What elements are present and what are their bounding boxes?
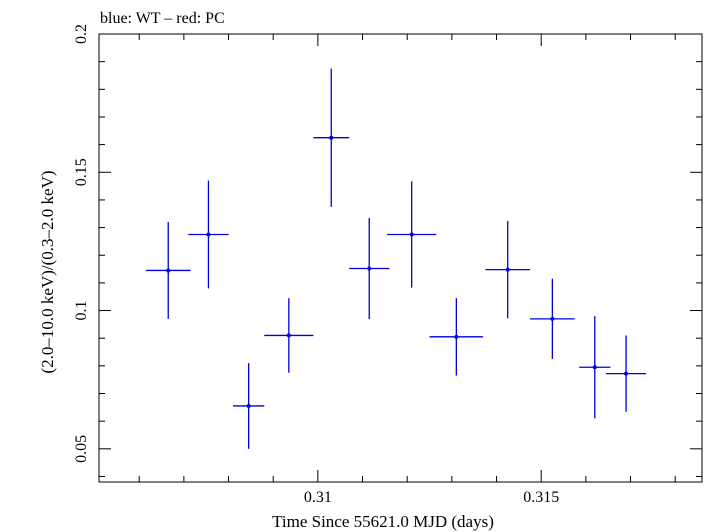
data-point: [605, 335, 647, 412]
y-tick-label: 0.05: [73, 435, 90, 463]
x-tick-label: 0.315: [523, 489, 559, 506]
point-marker: [505, 267, 510, 272]
y-axis: 0.05 0.1 0.15 0.2: [73, 24, 702, 477]
y-tick-label: 0.2: [73, 24, 90, 44]
data-point: [233, 363, 265, 449]
plot-frame: [98, 33, 703, 483]
y-tick-label: 0.15: [73, 158, 90, 186]
data-point: [145, 222, 191, 319]
x-axis-label: Time Since 55621.0 MJD (days): [272, 512, 494, 531]
point-marker: [166, 268, 171, 273]
data-point: [313, 68, 350, 207]
data-point: [579, 316, 611, 419]
data-point: [264, 298, 314, 373]
data-point: [485, 220, 531, 319]
chart-title: blue: WT – red: PC: [100, 10, 225, 27]
x-tick-label: 0.31: [304, 489, 332, 506]
x-axis: 0.31 0.315: [138, 34, 676, 506]
point-marker: [592, 365, 597, 370]
y-axis-label: (2.0–10.0 keV)/(0.3–2.0 keV): [38, 170, 57, 373]
y-tick-label: 0.1: [73, 301, 90, 321]
point-marker: [550, 316, 555, 321]
point-marker: [286, 333, 291, 338]
data-point: [429, 298, 484, 376]
data-point: [349, 217, 390, 320]
point-marker: [454, 334, 459, 339]
point-marker: [624, 371, 629, 376]
data-point: [530, 278, 575, 359]
point-marker: [367, 266, 372, 271]
point-marker: [206, 232, 211, 237]
point-marker: [246, 403, 251, 408]
data-point: [387, 181, 437, 288]
point-marker: [409, 232, 414, 237]
point-marker: [329, 135, 334, 140]
data-point: [188, 180, 229, 289]
data-series-wt: [145, 68, 647, 449]
